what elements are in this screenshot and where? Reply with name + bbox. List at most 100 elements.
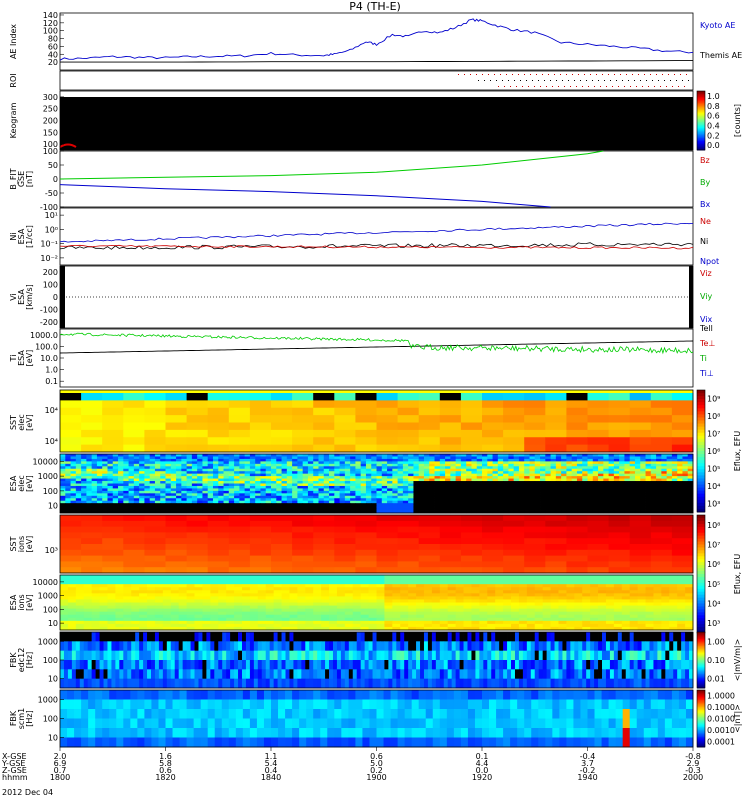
roi-dot: [542, 74, 543, 75]
xaxis-value: 1900: [366, 773, 386, 782]
ion-colorbar-band: [697, 624, 705, 628]
fbke-colorbar-band: [697, 634, 705, 637]
keogram-colorbar-band: [697, 110, 705, 113]
roi-dot: [564, 86, 565, 87]
fbke-ylabel: edc12: [17, 648, 26, 673]
keogram-colorbar-frame: [696, 90, 706, 151]
esae-tick-label: 100: [43, 487, 58, 496]
fbke-colorbar-band: [697, 633, 705, 636]
elec-colorbar-band: [697, 466, 705, 470]
elec-colorbar-frame: [696, 389, 706, 513]
xaxis-row-label: Y-GSE: [1, 759, 25, 768]
keogram-colorbar-band: [697, 127, 705, 130]
fbke-colorbar-band: [697, 682, 705, 685]
elec-colorbar-band: [697, 484, 705, 489]
keogram-colorbar-band: [697, 98, 705, 101]
keogram-colorbar-band: [697, 99, 705, 102]
elec-colorbar-band: [697, 411, 705, 415]
ion-colorbar-tick: 10⁵: [707, 580, 720, 589]
ion-colorbar-band: [697, 612, 705, 616]
elec-colorbar-band: [697, 438, 705, 443]
ti-panel: [59, 328, 694, 388]
ti-tick-label: 1000.0: [30, 331, 58, 340]
keogram-colorbar-band: [697, 113, 705, 116]
elec-colorbar-band: [697, 469, 705, 473]
fbke-colorbar-band: [697, 650, 705, 653]
roi-dot: [660, 86, 661, 87]
roi-dot: [618, 86, 619, 87]
ni-legend: Ni: [700, 237, 708, 246]
roi-dot: [478, 80, 479, 81]
bfit-legend: Bz: [700, 156, 710, 165]
xaxis-value: 1920: [472, 773, 492, 782]
fbkb-colorbar-band: [697, 715, 705, 718]
keogram-colorbar-band: [697, 129, 705, 132]
keogram-tick-label: 250: [43, 105, 58, 114]
xaxis-date: 2012 Dec 04: [2, 788, 53, 797]
roi-dot: [686, 74, 687, 75]
roi-dot: [680, 74, 681, 75]
fbkb-colorbar-band: [697, 734, 705, 737]
bfit-tick-label: -100: [40, 203, 58, 212]
keogram-colorbar-band: [697, 133, 705, 136]
ion-colorbar-tick: 10⁷: [707, 541, 720, 550]
fbkb-colorbar-band: [697, 719, 705, 722]
ion-colorbar-band: [697, 515, 705, 519]
ion-colorbar-band: [697, 574, 705, 578]
elec-colorbar-band: [697, 408, 705, 412]
fbkb-colorbar-band: [697, 701, 705, 704]
ion-colorbar-tick: 10³: [707, 619, 720, 628]
keogram-colorbar-band: [697, 102, 705, 105]
elec-colorbar-band: [697, 441, 705, 446]
roi-dot: [520, 80, 521, 81]
xaxis-value: 5.8: [159, 759, 172, 768]
xaxis-value: 5.0: [370, 759, 383, 768]
fbke-cells: [60, 632, 694, 689]
elec-colorbar-label: Eflux, EFU: [733, 431, 742, 472]
sste-ylabel: SST: [9, 415, 18, 430]
sste-cells: [60, 393, 694, 453]
ion-colorbar-tick: 10⁸: [707, 521, 720, 530]
fbkb-colorbar-band: [697, 708, 705, 711]
vi-ylabel: [km/s]: [25, 284, 34, 310]
fbke-colorbar-band: [697, 643, 705, 646]
fbkb-colorbar-band: [697, 739, 705, 742]
fbkb-ylabel: FBK: [9, 710, 18, 726]
ssti-ylabel: SST: [9, 536, 18, 551]
keogram-tick-label: 300: [43, 93, 58, 102]
bfit-ylabel: GSE: [17, 171, 26, 187]
fbkb-colorbar-band: [697, 745, 705, 748]
fbkb-colorbar-band: [697, 731, 705, 734]
elec-colorbar-band: [697, 508, 705, 513]
keogram-colorbar-band: [697, 141, 705, 144]
elec-colorbar-tick: 10⁷: [707, 430, 720, 439]
keogram-colorbar-band: [697, 117, 705, 120]
ae-panel: [59, 12, 694, 71]
fbke-colorbar-band: [697, 676, 705, 679]
vi-legend: Vix: [700, 315, 713, 324]
plot-title: P4 (TH-E): [349, 0, 401, 13]
keogram-colorbar-band: [697, 123, 705, 126]
esai-tick-label: 100: [43, 605, 58, 614]
roi-dot: [582, 86, 583, 87]
elec-colorbar-band: [697, 393, 705, 397]
ion-colorbar-band: [697, 538, 705, 543]
ion-colorbar-band: [697, 609, 705, 613]
keogram-colorbar-band: [697, 136, 705, 139]
keogram-colorbar-band: [697, 92, 705, 95]
roi-dot: [540, 86, 541, 87]
xaxis-value: 0.6: [370, 752, 383, 761]
fbkb-colorbar-band: [697, 712, 705, 715]
roi-dot: [532, 80, 533, 81]
elec-colorbar-band: [697, 478, 705, 482]
ion-colorbar-band: [697, 591, 705, 596]
xaxis-value: 1820: [155, 773, 175, 782]
fbkb-colorbar-tick: 1.0000: [707, 692, 735, 701]
elec-colorbar-band: [697, 432, 705, 437]
vi-tick-label: 100: [43, 281, 58, 290]
ni-legend: Npot: [700, 257, 719, 266]
elec-colorbar-band: [697, 435, 705, 440]
roi-dot: [628, 80, 629, 81]
fbke-colorbar-band: [697, 662, 705, 665]
